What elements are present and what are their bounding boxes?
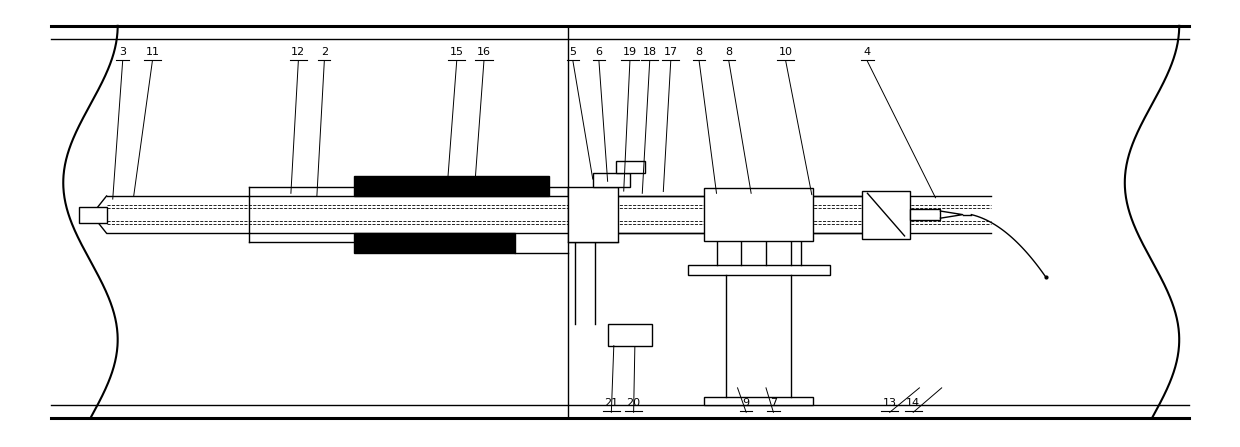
Bar <box>909 209 940 220</box>
Text: 20: 20 <box>626 398 641 408</box>
Text: 8: 8 <box>725 47 733 57</box>
Text: 18: 18 <box>642 47 657 57</box>
Text: 13: 13 <box>883 398 897 408</box>
Bar <box>704 397 813 405</box>
Text: 3: 3 <box>119 47 126 57</box>
Text: 6: 6 <box>595 47 603 57</box>
Bar <box>608 325 652 346</box>
Text: 5: 5 <box>569 47 577 57</box>
Text: 8: 8 <box>696 47 703 57</box>
Bar <box>704 188 813 241</box>
Bar <box>593 173 630 187</box>
Bar <box>688 265 831 274</box>
Text: 2: 2 <box>321 47 327 57</box>
Text: 19: 19 <box>622 47 637 57</box>
Text: 14: 14 <box>906 398 920 408</box>
Text: 16: 16 <box>477 47 491 57</box>
Text: 12: 12 <box>291 47 305 57</box>
Text: 7: 7 <box>770 398 777 408</box>
Text: 21: 21 <box>604 398 619 408</box>
Text: 17: 17 <box>663 47 678 57</box>
Bar <box>353 233 515 253</box>
Bar <box>863 190 909 239</box>
Text: 9: 9 <box>743 398 750 408</box>
Text: 15: 15 <box>450 47 464 57</box>
Text: 10: 10 <box>779 47 792 57</box>
Bar <box>616 161 645 173</box>
Text: 11: 11 <box>145 47 159 57</box>
Bar <box>79 207 107 223</box>
Text: 4: 4 <box>864 47 870 57</box>
Bar <box>353 176 549 196</box>
Bar <box>568 187 618 242</box>
